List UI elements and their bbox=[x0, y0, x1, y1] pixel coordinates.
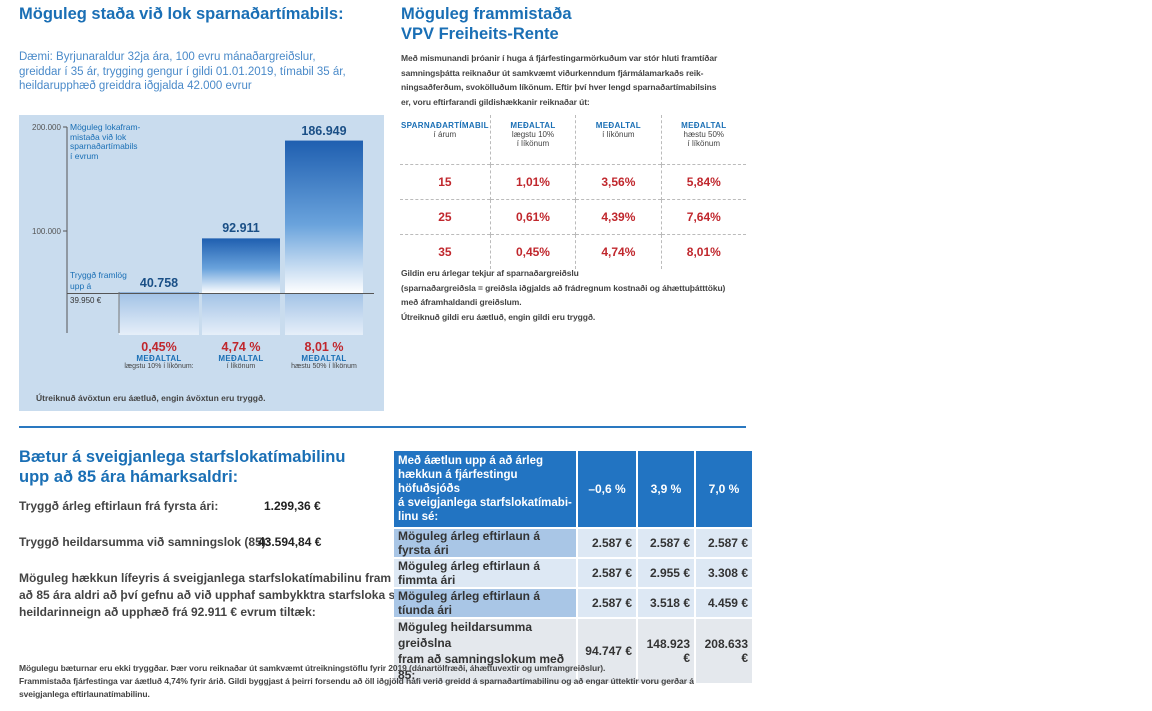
y-tick-label-100000: 100.000 bbox=[32, 227, 61, 236]
bar-base bbox=[202, 293, 280, 335]
guaranteed-total-label: Tryggð heildarsumma við samningslok (85)… bbox=[19, 535, 270, 549]
pension-header-label: Með áætlun upp á að árleg hækkun á fjárf… bbox=[394, 451, 576, 527]
bar-chart bbox=[63, 126, 374, 335]
chart-panel: 200.000 100.000 Möguleg lokafram- mistað… bbox=[19, 115, 384, 411]
guaranteed-label: Tryggð framlög upp á bbox=[70, 270, 127, 291]
example-text: Dæmi: Byrjunaraldur 32ja ára, 100 evru m… bbox=[19, 51, 346, 92]
table-row-total: Möguleg heildarsumma greiðslna fram að s… bbox=[394, 619, 752, 683]
bar-value-label: 186.949 bbox=[301, 124, 347, 138]
category-2: 4,74 % MEÐALTAL í líkönum bbox=[218, 340, 264, 370]
table-row: 25 0,61% 4,39% 7,64% bbox=[400, 199, 746, 235]
right-paragraph: Með mismunandi þróanir í huga á fjárfest… bbox=[401, 53, 718, 107]
table-row: 15 1,01% 3,56% 5,84% bbox=[400, 164, 746, 200]
guaranteed-annual-label: Tryggð árleg eftirlaun frá fyrsta ári: bbox=[19, 499, 219, 513]
table-row: Möguleg árleg eftirlaun á tíunda ári 2.5… bbox=[394, 589, 752, 617]
footer-note: Mögulegu bæturnar eru ekki tryggðar. Þær… bbox=[19, 663, 694, 699]
chart-footnote: Útreiknuð ávöxtun eru áætluð, engin ávöx… bbox=[36, 393, 266, 403]
y-tick-label-200000: 200.000 bbox=[32, 123, 61, 132]
guaranteed-total-value: 43.594,84 € bbox=[258, 535, 322, 549]
section-divider bbox=[19, 426, 746, 428]
bar-value-label: 40.758 bbox=[139, 276, 179, 290]
table-row: Möguleg árleg eftirlaun á fimmta ári 2.5… bbox=[394, 559, 752, 587]
rate-column: 3,9 % bbox=[638, 451, 694, 527]
returns-table: SPARNAÐARTÍMABIL í árum MEÐALTAL lægstu 10… bbox=[400, 115, 746, 269]
bar bbox=[202, 238, 280, 294]
bar-base bbox=[119, 293, 199, 335]
table-row: 35 0,45% 4,74% 8,01% bbox=[400, 234, 746, 269]
returns-table-header: SPARNAÐARTÍMABIL í árum MEÐALTAL lægstu 10… bbox=[400, 115, 746, 165]
table-row: Möguleg árleg eftirlaun á fyrsta ári 2.5… bbox=[394, 529, 752, 557]
rate-column: –0,6 % bbox=[578, 451, 636, 527]
bar-base bbox=[285, 293, 363, 335]
right-note: Gildin eru árlegar tekjur af sparnaðargr… bbox=[401, 268, 726, 322]
pension-table-header: Með áætlun upp á að árleg hækkun á fjárf… bbox=[394, 451, 752, 527]
category-3: 8,01 % MEÐALTAL hæstu 50% í líkönum bbox=[291, 340, 357, 370]
bar-value-label: 92.911 bbox=[222, 221, 260, 235]
bottom-left-title: Bætur á sveigjanlega starfslokatímabilin… bbox=[19, 448, 346, 486]
rate-column: 7,0 % bbox=[696, 451, 752, 527]
guaranteed-value: 39.950 € bbox=[70, 296, 102, 305]
category-1: 0,45% MEÐALTAL lægstu 10% í líkönum: bbox=[124, 340, 194, 370]
guaranteed-annual-value: 1.299,36 € bbox=[264, 499, 321, 513]
bar bbox=[285, 140, 363, 294]
increase-paragraph: Möguleg hækkun lífeyris á sveigjanlega s… bbox=[19, 571, 402, 619]
chart-legend: Möguleg lokafram- mistaða við lok sparna… bbox=[70, 122, 141, 161]
right-title: Möguleg frammistaða VPV Freiheits-Rente bbox=[401, 5, 572, 43]
pension-table: Með áætlun upp á að árleg hækkun á fjárf… bbox=[392, 449, 754, 685]
left-title: Möguleg staða við lok sparnaðartímabils: bbox=[19, 5, 344, 23]
